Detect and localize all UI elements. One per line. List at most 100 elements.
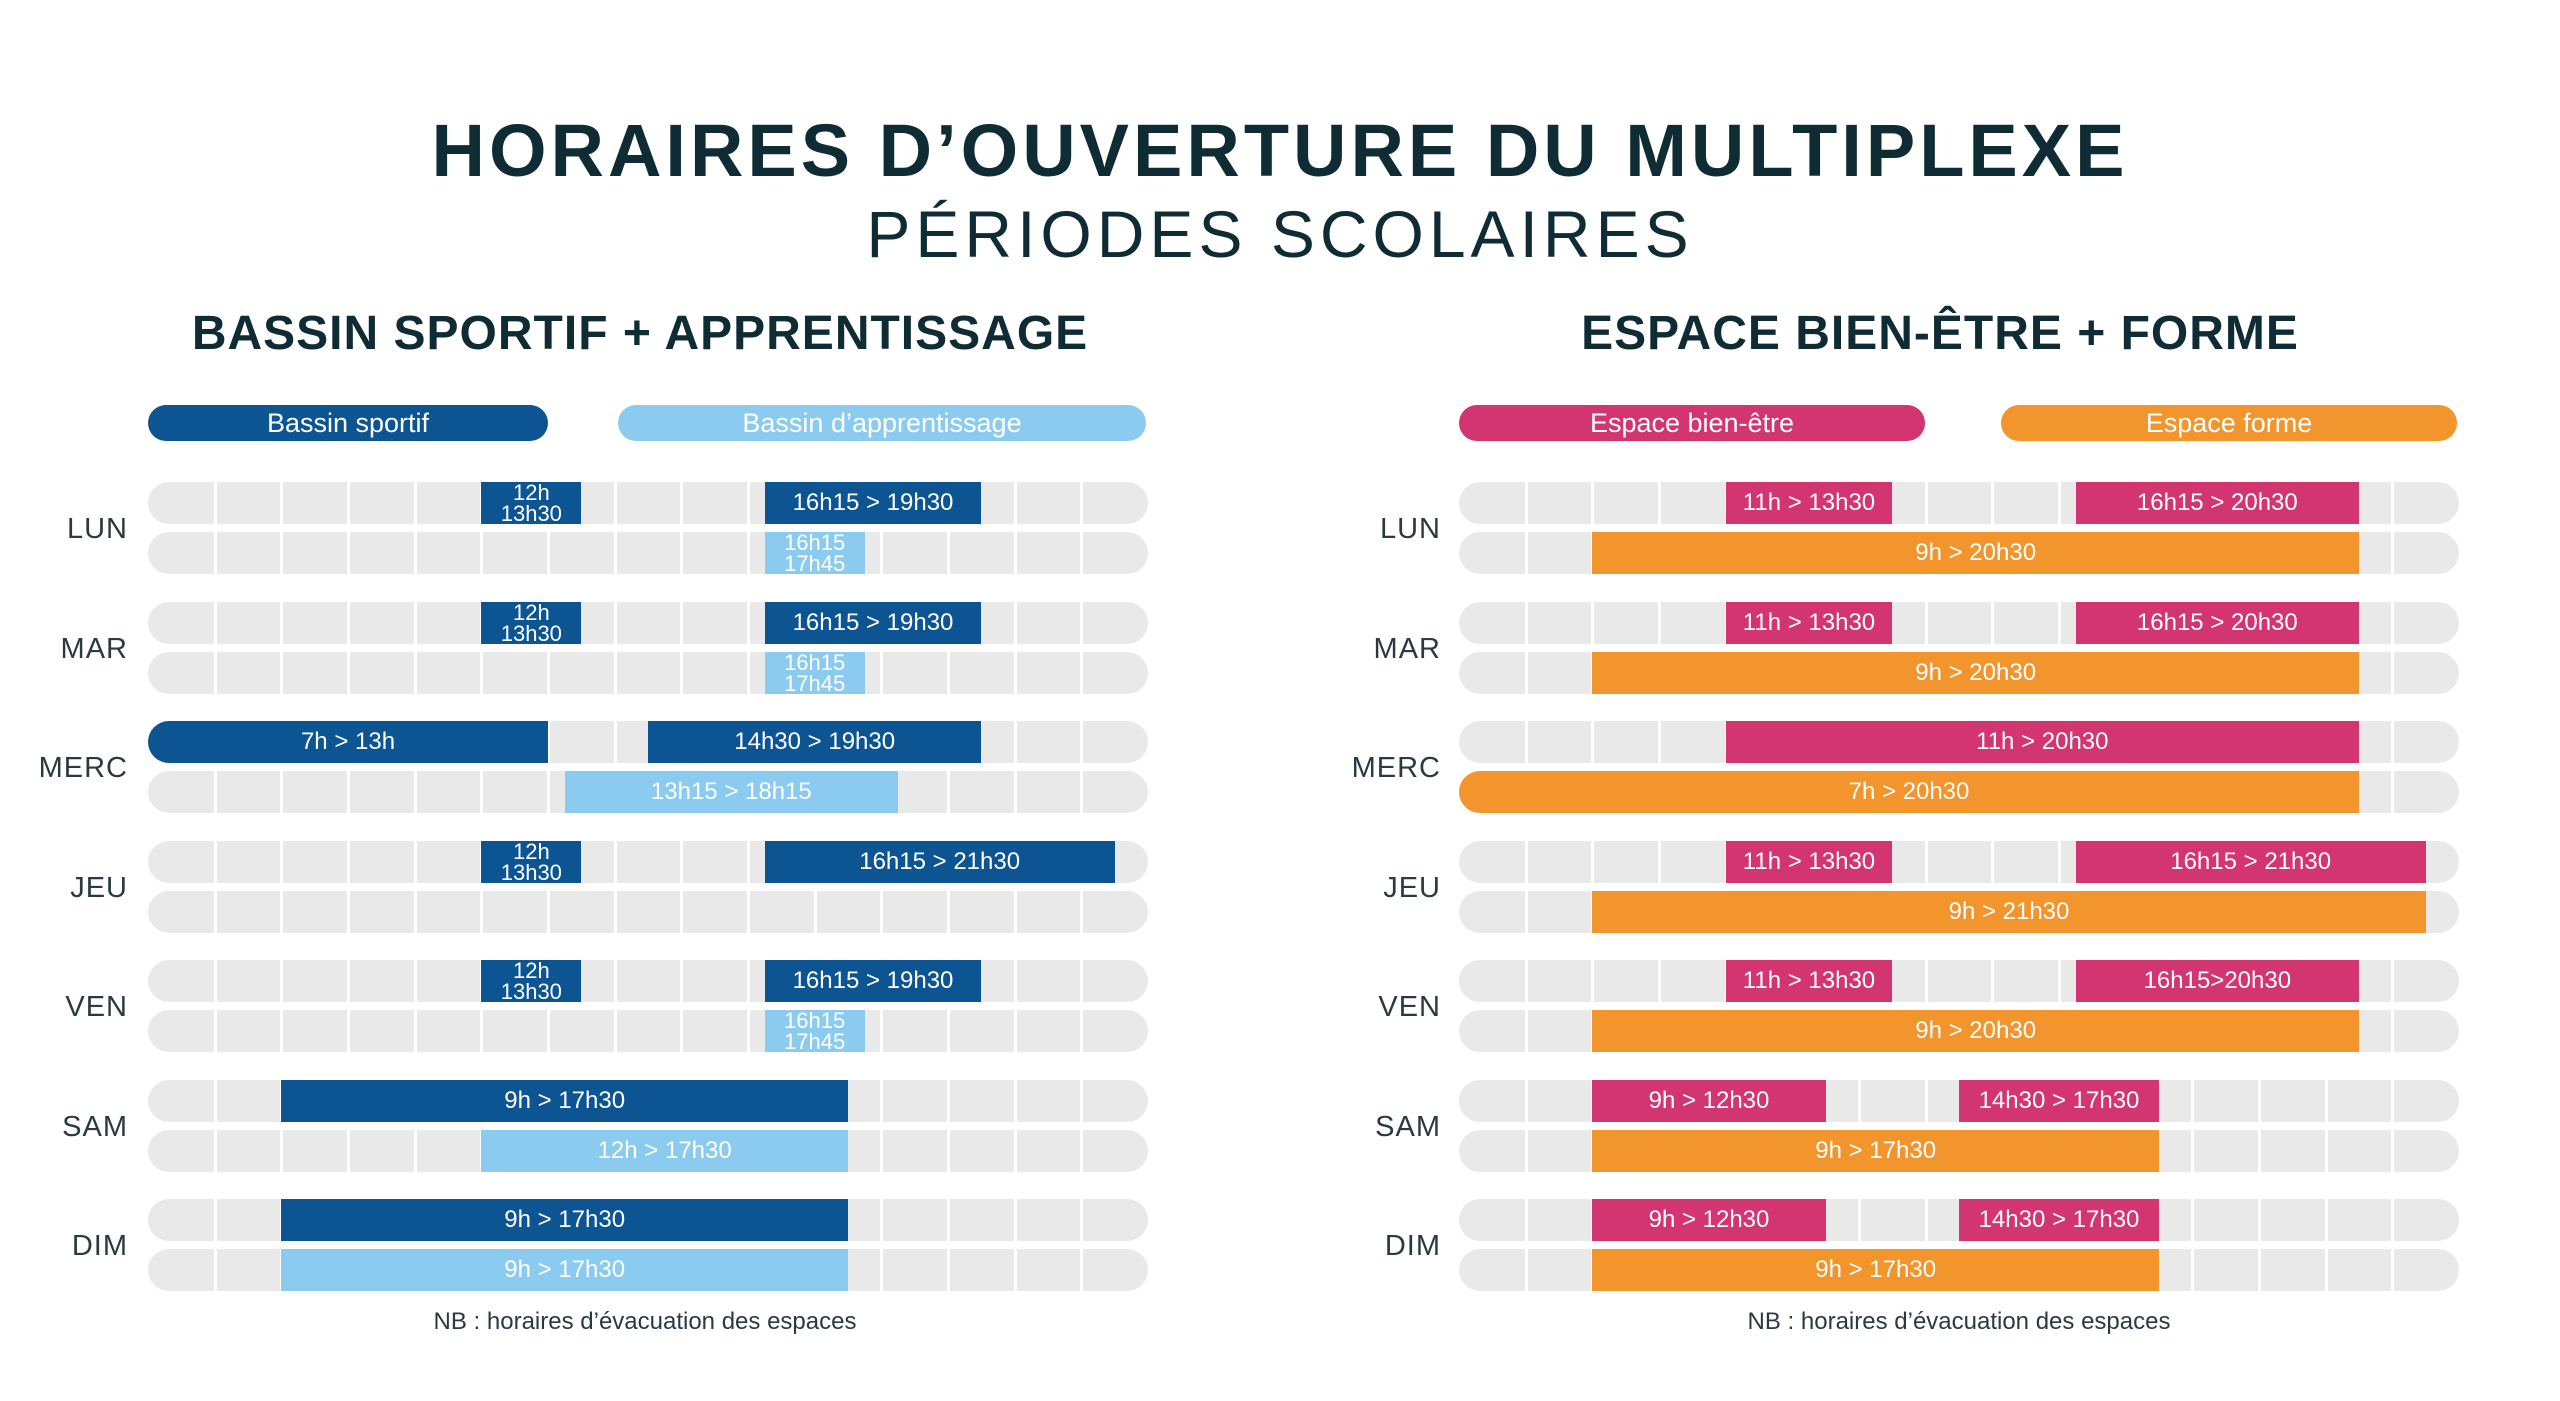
time-bar-label-line: 16h15 <box>784 530 846 555</box>
hour-gridline <box>747 891 750 933</box>
hour-gridline <box>613 841 617 883</box>
hour-gridline <box>1924 1199 1928 1241</box>
hour-gridline <box>347 532 350 574</box>
track-bassin-ven-1 <box>148 1010 1148 1052</box>
time-bar-label: 9h > 17h30 <box>1815 1137 1937 1164</box>
hour-gridline <box>1658 482 1661 524</box>
time-bar-label-line: 12h <box>512 480 550 505</box>
hour-gridline <box>947 1130 950 1172</box>
day-label-jeu: JEU <box>1383 872 1441 904</box>
hour-gridline <box>1924 960 1928 1002</box>
time-bar-espace-dim-0-0: 9h > 12h30 <box>1592 1199 1826 1241</box>
panel-title-bassin: BASSIN SPORTIF + APPRENTISSAGE <box>191 307 1089 360</box>
hour-gridline <box>413 652 417 694</box>
hour-gridline <box>480 771 484 813</box>
time-bar-espace-jeu-0-0: 11h > 13h30 <box>1725 841 1893 883</box>
time-bar-espace-lun-0-1: 16h15 > 20h30 <box>2075 482 2359 524</box>
hour-gridline <box>2058 841 2061 883</box>
hour-gridline <box>1080 721 1084 763</box>
hour-gridline <box>213 1130 217 1172</box>
hour-gridline <box>613 602 617 644</box>
time-bar-label: 11h > 13h30 <box>1742 489 1876 516</box>
hour-gridline <box>2324 1249 2328 1291</box>
hour-gridline <box>880 1080 884 1122</box>
hour-gridline <box>947 652 950 694</box>
time-bar-espace-lun-0-0: 11h > 13h30 <box>1725 482 1893 524</box>
hour-gridline <box>413 771 417 813</box>
hour-gridline <box>880 1199 884 1241</box>
hour-gridline <box>2191 1080 2195 1122</box>
time-bar-espace-jeu-1-0: 9h > 21h30 <box>1592 891 2426 933</box>
time-bar-bassin-mar-1-0: 16h15 17h45 <box>764 652 865 695</box>
time-bar-label: 16h15 > 21h30 <box>859 848 1021 875</box>
hour-gridline <box>1080 602 1084 644</box>
time-bar-espace-sam-1-0: 9h > 17h30 <box>1592 1130 2159 1172</box>
hour-gridline <box>1858 1199 1861 1241</box>
hour-gridline <box>1080 1130 1084 1172</box>
hour-gridline <box>947 771 950 813</box>
time-bar-label: 16h15 > 19h30 <box>792 489 954 516</box>
track-bassin-jeu-1 <box>148 891 1148 933</box>
hour-gridline <box>747 1010 750 1052</box>
hour-gridline <box>413 532 417 574</box>
hour-gridline <box>1524 960 1528 1002</box>
hour-gridline <box>1080 1249 1084 1291</box>
time-bar-label: 11h > 20h30 <box>1976 728 2109 755</box>
hour-gridline <box>1013 771 1017 813</box>
day-label-merc: MERC <box>38 752 128 784</box>
time-bar-label: 9h > 21h30 <box>1948 898 2070 925</box>
hour-gridline <box>2058 482 2061 524</box>
hour-gridline <box>1524 1199 1528 1241</box>
hour-gridline <box>2258 1080 2261 1122</box>
time-bar-label: 13h15 > 18h15 <box>650 778 812 805</box>
hour-gridline <box>1013 721 1017 763</box>
hour-gridline <box>413 482 417 524</box>
hour-gridline <box>480 1010 484 1052</box>
hour-gridline <box>2258 1249 2261 1291</box>
track-bassin-lun-0 <box>148 482 1148 524</box>
hour-gridline <box>1080 1199 1084 1241</box>
time-bar-label: 9h > 17h30 <box>504 1087 626 1114</box>
time-bar-bassin-mar-0-0: 12h 13h30 <box>481 602 582 645</box>
hour-gridline <box>280 771 284 813</box>
hour-gridline <box>1524 841 1528 883</box>
day-label-sam: SAM <box>62 1111 128 1143</box>
hour-gridline <box>1080 1080 1084 1122</box>
hour-gridline <box>1013 1199 1017 1241</box>
hour-gridline <box>1080 771 1084 813</box>
hour-gridline <box>1013 1130 1017 1172</box>
hour-gridline <box>613 721 617 763</box>
hour-gridline <box>280 841 284 883</box>
hour-gridline <box>1924 602 1928 644</box>
track-bassin-mar-1 <box>148 652 1148 694</box>
time-bar-espace-dim-1-0: 9h > 17h30 <box>1592 1249 2159 1291</box>
hour-gridline <box>213 652 217 694</box>
hour-gridline <box>2391 771 2395 813</box>
hour-gridline <box>1080 960 1084 1002</box>
hour-gridline <box>280 891 284 933</box>
hour-gridline <box>680 482 684 524</box>
day-label-mar: MAR <box>1373 633 1441 665</box>
hour-gridline <box>2391 532 2395 574</box>
hour-gridline <box>747 960 750 1002</box>
hour-gridline <box>213 1080 217 1122</box>
hour-gridline <box>2191 1130 2195 1172</box>
hour-gridline <box>1591 960 1595 1002</box>
hour-gridline <box>480 652 484 694</box>
hour-gridline <box>2324 1199 2328 1241</box>
hour-gridline <box>813 891 817 933</box>
hour-gridline <box>1924 1080 1928 1122</box>
hour-gridline <box>747 602 750 644</box>
hour-gridline <box>2324 1130 2328 1172</box>
time-bar-label: 16h15 > 21h30 <box>2170 848 2332 875</box>
time-bar-label: 16h15 > 20h30 <box>2136 489 2298 516</box>
hour-gridline <box>2391 1199 2395 1241</box>
hour-gridline <box>947 1249 950 1291</box>
hour-gridline <box>1013 1249 1017 1291</box>
time-bar-label: 9h > 20h30 <box>1915 1017 2037 1044</box>
track-bassin-lun-1 <box>148 532 1148 574</box>
time-bar-bassin-sam-0-0: 9h > 17h30 <box>281 1080 848 1122</box>
time-bar-label: 11h > 13h30 <box>1742 609 1876 636</box>
time-bar-label: 9h > 17h30 <box>504 1206 626 1233</box>
time-bar-bassin-jeu-0-1: 16h15 > 21h30 <box>764 841 1115 883</box>
